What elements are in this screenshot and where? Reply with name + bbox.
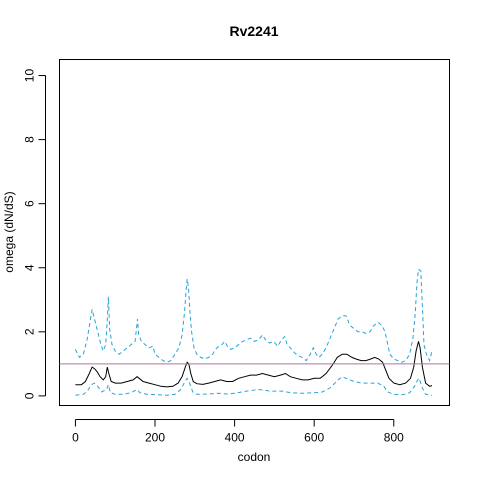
x-tick-label: 0 [72, 431, 79, 445]
x-tick-label: 600 [304, 431, 324, 445]
y-tick-label: 4 [23, 264, 37, 271]
x-axis: 0 200 400 600 800 [72, 419, 404, 445]
x-tick-label: 400 [225, 431, 245, 445]
x-tick-label: 800 [384, 431, 404, 445]
x-tick-label: 200 [145, 431, 165, 445]
series-estimate-line [75, 341, 433, 388]
y-tick-label: 8 [23, 136, 37, 143]
plot-frame [59, 59, 450, 406]
y-axis: 0 2 4 6 8 10 [23, 69, 46, 399]
y-tick-label: 0 [23, 392, 37, 399]
x-axis-title: codon [238, 450, 271, 464]
y-tick-label: 10 [23, 69, 37, 83]
y-tick-label: 6 [23, 200, 37, 207]
series-layer [74, 268, 433, 396]
y-tick-label: 2 [23, 328, 37, 335]
chart-title: Rv2241 [229, 23, 278, 39]
y-axis-title: omega (dN/dS) [2, 191, 16, 272]
series-lower-line [75, 376, 433, 396]
series-upper-line [74, 268, 433, 363]
